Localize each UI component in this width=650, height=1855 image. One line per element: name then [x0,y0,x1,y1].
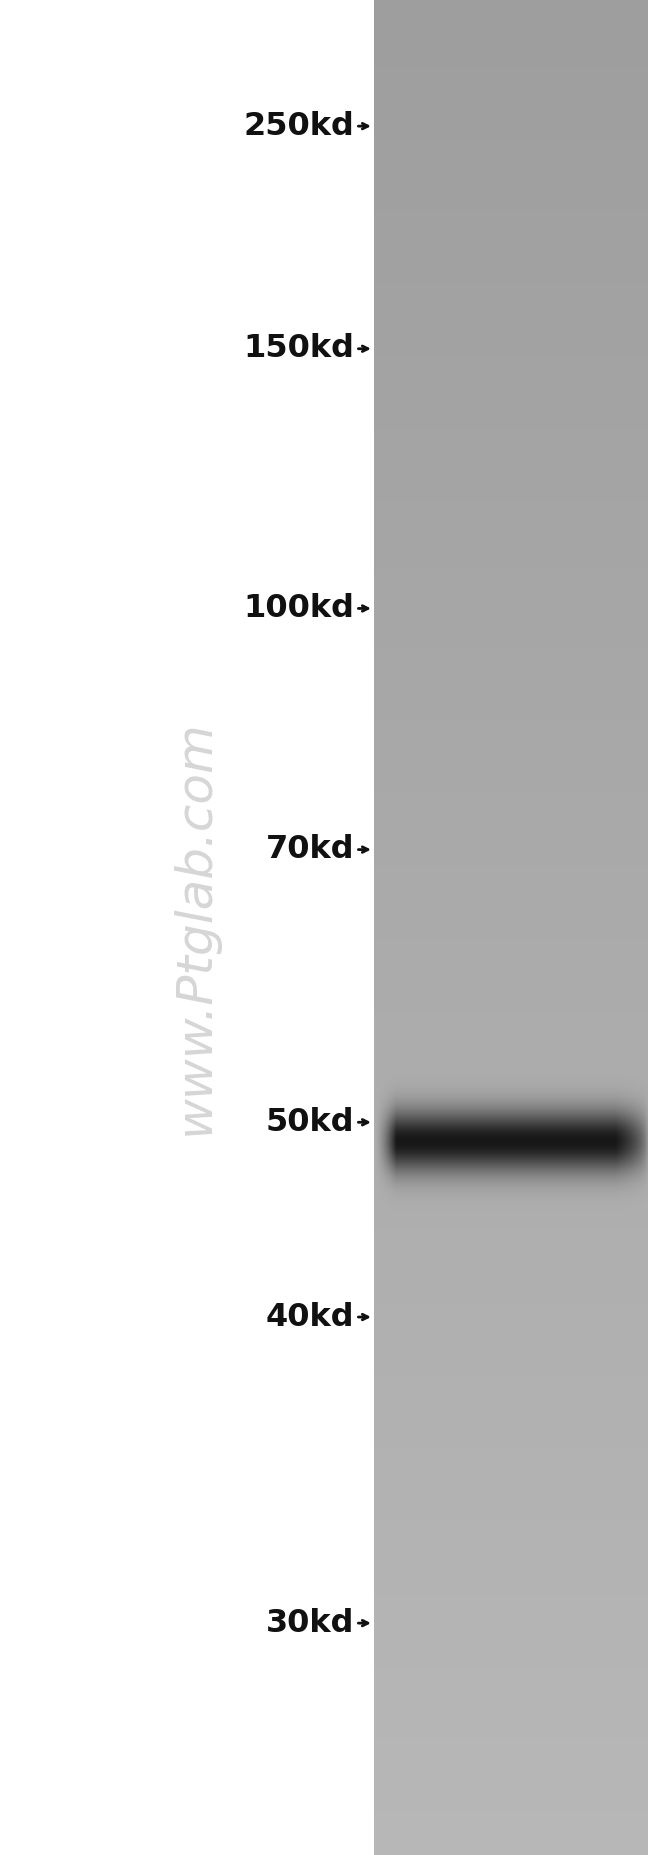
Text: www.Ptglab.com: www.Ptglab.com [171,720,219,1135]
Text: 40kd: 40kd [266,1302,354,1332]
Text: 70kd: 70kd [266,835,354,864]
Text: 30kd: 30kd [266,1608,354,1638]
Text: 50kd: 50kd [266,1107,354,1137]
Text: 100kd: 100kd [243,594,354,623]
Text: 150kd: 150kd [243,334,354,364]
Text: 250kd: 250kd [243,111,354,141]
